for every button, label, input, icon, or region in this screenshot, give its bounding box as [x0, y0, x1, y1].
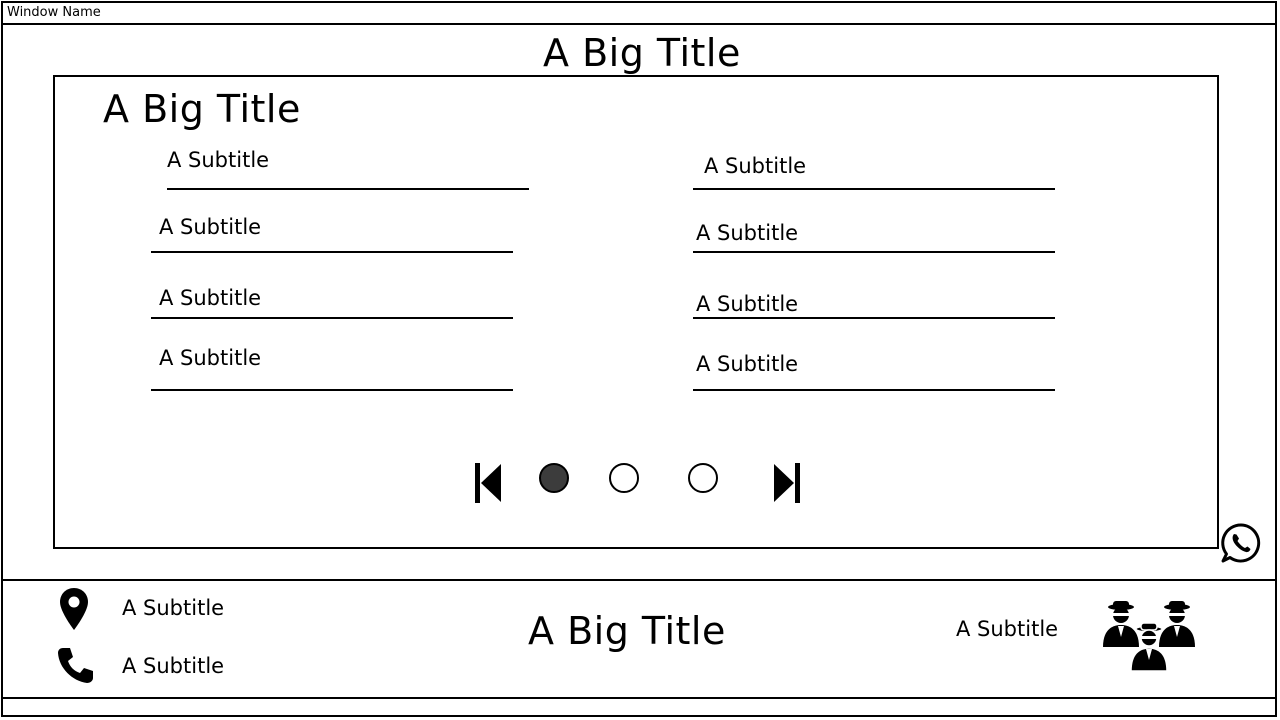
card-title: A Big Title [103, 87, 301, 131]
field-label: A Subtitle [696, 221, 799, 245]
page-dot-2[interactable] [609, 463, 639, 493]
agents-group-icon [1103, 601, 1195, 671]
field-label: A Subtitle [696, 352, 799, 376]
footer-title: A Big Title [528, 609, 726, 653]
field-underline [151, 317, 513, 319]
page-dot-3[interactable] [688, 463, 718, 493]
footer: A Subtitle A Subtitle A Big Title A Subt… [3, 579, 1275, 699]
map-pin-icon [60, 588, 88, 630]
field-label: A Subtitle [696, 292, 799, 316]
field-underline [693, 251, 1055, 253]
field-underline [167, 188, 529, 190]
field-underline [151, 251, 513, 253]
location-text: A Subtitle [122, 596, 225, 620]
field-underline [151, 389, 513, 391]
page-title: A Big Title [543, 31, 741, 75]
page-dot-1[interactable] [539, 463, 569, 493]
field-underline [693, 188, 1055, 190]
phone-text: A Subtitle [122, 654, 225, 678]
skip-first-icon[interactable] [473, 461, 505, 505]
phone-icon [58, 648, 93, 683]
field-label: A Subtitle [167, 148, 270, 172]
window-title-bar: Window Name [3, 3, 1275, 25]
content-card: A Big Title A Subtitle A Subtitle A Subt… [53, 75, 1219, 549]
skip-last-icon[interactable] [771, 461, 803, 505]
field-underline [693, 389, 1055, 391]
window-title: Window Name [7, 5, 101, 20]
field-label: A Subtitle [159, 346, 262, 370]
field-label: A Subtitle [159, 215, 262, 239]
field-label: A Subtitle [159, 286, 262, 310]
field-underline [693, 317, 1055, 319]
whatsapp-icon[interactable] [1219, 521, 1263, 565]
field-label: A Subtitle [704, 154, 807, 178]
team-text: A Subtitle [956, 617, 1059, 641]
